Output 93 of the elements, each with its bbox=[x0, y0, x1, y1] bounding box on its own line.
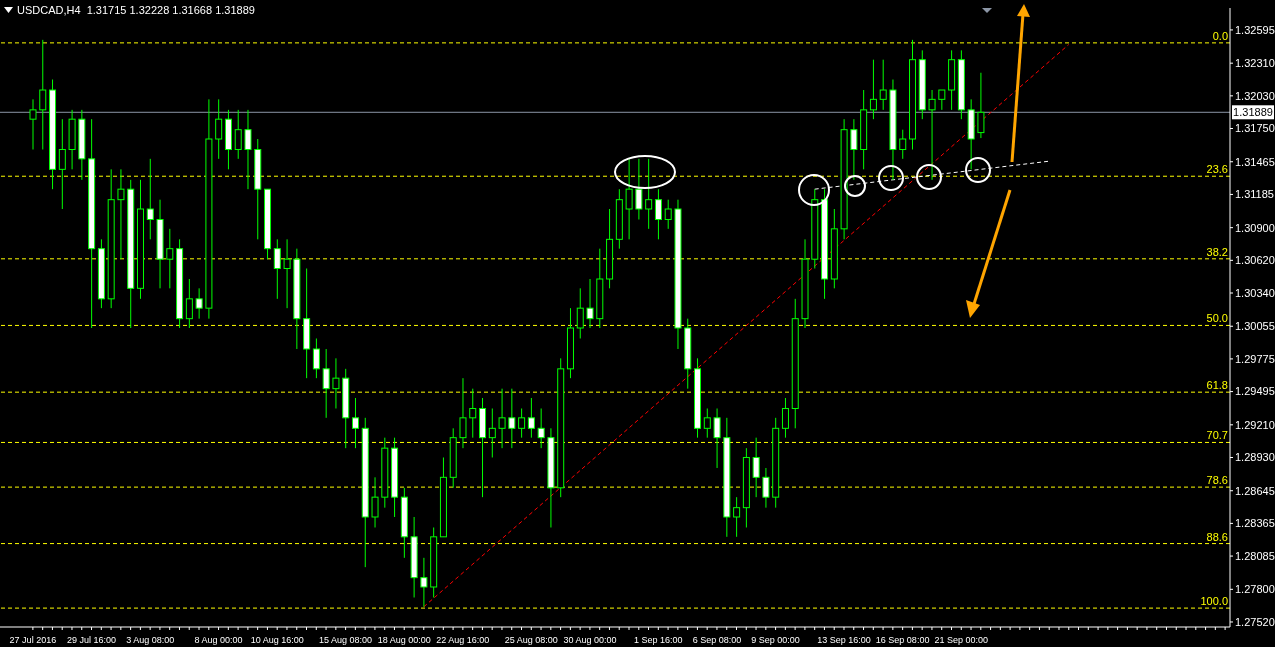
candlestick bbox=[518, 408, 526, 439]
candlestick bbox=[166, 228, 174, 289]
candlestick bbox=[351, 397, 359, 449]
y-tick-label: 1.30055 bbox=[1235, 320, 1275, 333]
x-tick-label: 30 Aug 00:00 bbox=[563, 635, 617, 645]
candlestick bbox=[586, 278, 594, 329]
candlestick bbox=[576, 287, 584, 339]
candlestick bbox=[899, 129, 907, 160]
y-tick-label: 1.27800 bbox=[1235, 583, 1275, 596]
x-tick-label: 27 Jul 2016 bbox=[9, 635, 57, 645]
candlestick bbox=[185, 278, 193, 329]
candlestick bbox=[977, 72, 985, 139]
candlestick bbox=[312, 338, 320, 379]
y-tick-label: 1.31750 bbox=[1235, 122, 1275, 135]
x-tick-label: 9 Sep 00:00 bbox=[751, 635, 800, 645]
candlestick bbox=[869, 59, 877, 120]
x-tick-label: 25 Aug 08:00 bbox=[504, 635, 558, 645]
candlestick bbox=[29, 98, 37, 151]
x-tick-label: 6 Sep 08:00 bbox=[692, 635, 742, 645]
x-tick-label: 3 Aug 08:00 bbox=[126, 635, 175, 645]
candlestick bbox=[733, 496, 741, 538]
y-tick-label: 1.28645 bbox=[1235, 484, 1275, 497]
candlestick bbox=[879, 59, 887, 111]
y-tick-label: 1.28930 bbox=[1235, 451, 1275, 464]
candlestick bbox=[928, 89, 936, 181]
x-tick-label: 10 Aug 16:00 bbox=[250, 635, 304, 645]
annotation: 38.2 bbox=[1206, 245, 1228, 258]
candlestick bbox=[215, 98, 223, 160]
y-tick-label: 1.30900 bbox=[1235, 221, 1275, 234]
candlestick bbox=[322, 348, 330, 419]
candlestick bbox=[283, 238, 291, 309]
candlestick bbox=[654, 188, 662, 240]
candlestick bbox=[195, 287, 203, 320]
x-tick-label: 1 Sep 16:00 bbox=[634, 635, 683, 645]
y-tick-label: 1.29495 bbox=[1235, 385, 1275, 398]
x-tick-label: 21 Sep 00:00 bbox=[934, 635, 989, 645]
candlestick bbox=[146, 158, 154, 240]
candlestick bbox=[371, 476, 379, 528]
candlestick bbox=[420, 557, 428, 608]
candlestick bbox=[645, 158, 653, 230]
candlestick bbox=[527, 397, 535, 439]
y-tick-label: 1.32030 bbox=[1235, 89, 1275, 102]
candlestick bbox=[537, 408, 545, 449]
annotation: 100.0 bbox=[1200, 595, 1228, 608]
chart-title: USDCAD,H4 1.31715 1.32228 1.31668 1.31889 bbox=[17, 4, 255, 16]
annotation: 23.6 bbox=[1206, 163, 1228, 176]
y-tick-label: 1.29775 bbox=[1235, 352, 1275, 365]
y-tick-label: 1.28085 bbox=[1235, 549, 1275, 562]
candlestick bbox=[635, 158, 643, 221]
candlestick bbox=[488, 408, 496, 458]
candlestick bbox=[469, 388, 477, 439]
x-tick-label: 18 Aug 00:00 bbox=[377, 635, 431, 645]
candlestick bbox=[117, 168, 125, 260]
x-tick-label: 8 Aug 00:00 bbox=[194, 635, 243, 645]
x-tick-label: 15 Aug 08:00 bbox=[319, 635, 373, 645]
y-tick-label: 1.30340 bbox=[1235, 286, 1275, 299]
y-tick-label: 1.30620 bbox=[1235, 254, 1275, 267]
candlestick bbox=[273, 238, 281, 300]
candlestick bbox=[332, 357, 340, 409]
y-tick-label: 1.32595 bbox=[1235, 23, 1275, 36]
x-tick-label: 13 Sep 16:00 bbox=[817, 635, 871, 645]
candlestick bbox=[39, 39, 47, 151]
annotation: 50.0 bbox=[1206, 312, 1228, 325]
y-tick-label: 1.27520 bbox=[1235, 615, 1275, 628]
y-tick-label: 1.29210 bbox=[1235, 418, 1275, 431]
y-tick-label: 1.31185 bbox=[1235, 188, 1274, 201]
candlestick bbox=[244, 109, 252, 190]
x-tick-label: 16 Sep 08:00 bbox=[875, 635, 930, 645]
candlestick bbox=[762, 467, 770, 509]
candlestick bbox=[508, 388, 516, 449]
annotation: 78.6 bbox=[1206, 474, 1228, 487]
annotation: 0.0 bbox=[1212, 29, 1228, 42]
candlestick bbox=[498, 388, 506, 449]
ref-line-label: 1.31889 bbox=[1233, 106, 1273, 119]
candlestick bbox=[938, 89, 946, 111]
candlestick bbox=[781, 397, 789, 439]
candlestick bbox=[664, 199, 672, 230]
candlestick bbox=[850, 118, 858, 181]
candlestick bbox=[58, 118, 66, 210]
annotation: 70.7 bbox=[1206, 429, 1228, 442]
x-tick-label: 22 Aug 16:00 bbox=[436, 635, 490, 645]
candlestick bbox=[625, 158, 633, 240]
candlestick bbox=[752, 437, 760, 498]
y-tick-label: 1.28365 bbox=[1235, 517, 1275, 530]
candlestick bbox=[234, 109, 242, 160]
candlestick bbox=[703, 408, 711, 439]
x-tick-label: 29 Jul 16:00 bbox=[67, 635, 117, 645]
candlestick bbox=[459, 377, 467, 449]
annotation: 88.6 bbox=[1206, 530, 1228, 543]
y-tick-label: 1.31465 bbox=[1235, 155, 1275, 168]
annotation: 61.8 bbox=[1206, 379, 1228, 392]
y-tick-label: 1.32310 bbox=[1235, 57, 1275, 70]
candlestick bbox=[713, 408, 721, 469]
